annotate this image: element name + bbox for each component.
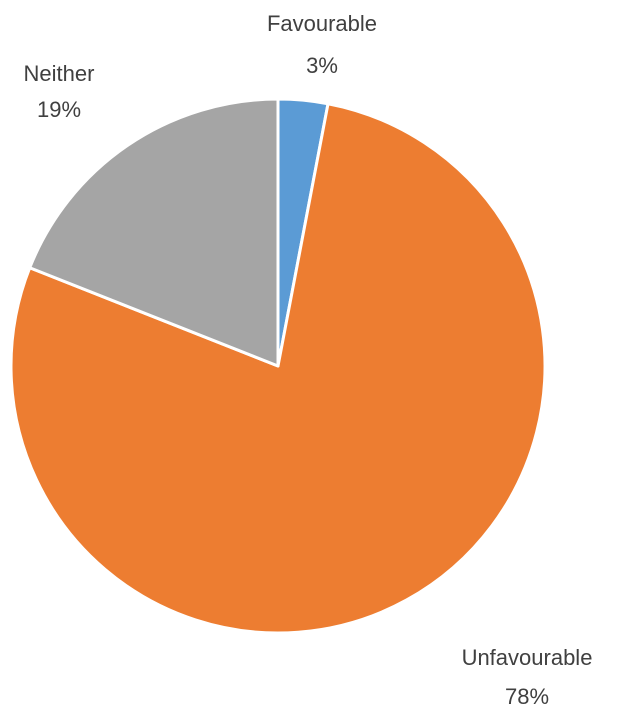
slice-percent-favourable: 3% xyxy=(306,53,338,78)
slice-percent-unfavourable: 78% xyxy=(505,684,549,709)
slices-layer xyxy=(9,97,547,635)
pie-slice-neither xyxy=(28,97,280,368)
slice-label-neither: Neither xyxy=(24,61,95,86)
slice-label-favourable: Favourable xyxy=(267,11,377,36)
slice-percent-neither: 19% xyxy=(37,97,81,122)
slice-label-unfavourable: Unfavourable xyxy=(462,645,593,670)
pie-slice-unfavourable xyxy=(9,102,547,635)
